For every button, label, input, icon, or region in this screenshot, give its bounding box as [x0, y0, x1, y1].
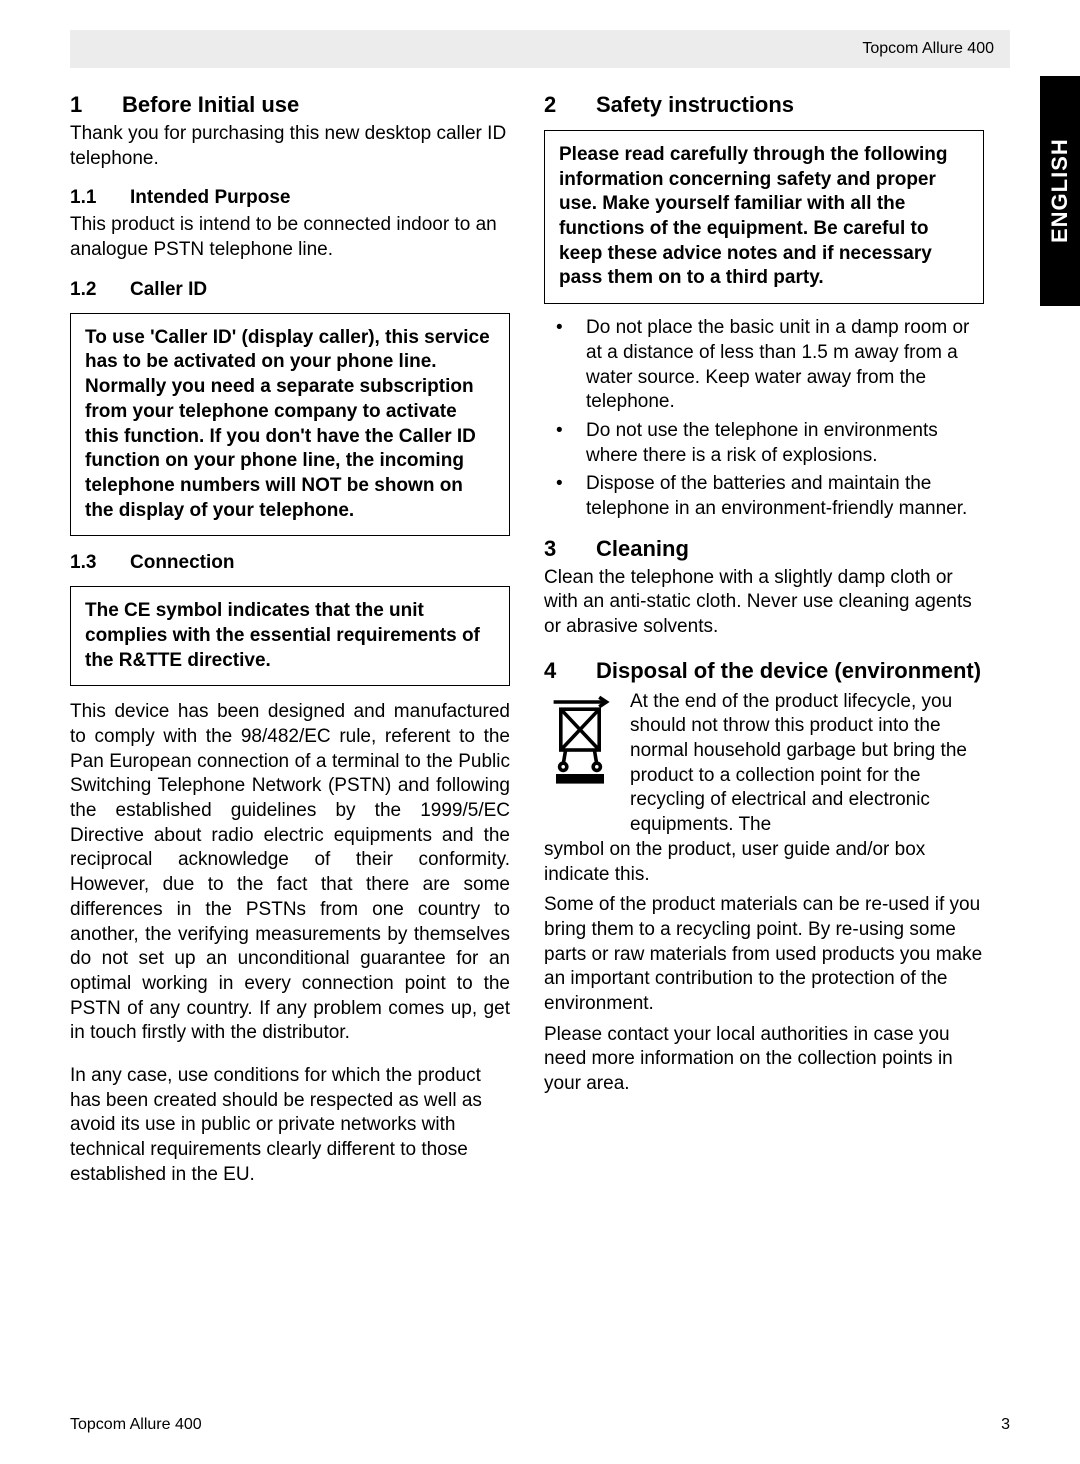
list-item: Dispose of the batteries and maintain th…: [544, 472, 984, 521]
section-1-heading: 1 Before Initial use: [70, 92, 510, 118]
section-13-title: Connection: [130, 552, 235, 574]
weee-icon: [544, 690, 616, 838]
section-4-p2: Some of the product materials can be re-…: [544, 893, 984, 1016]
page-footer: Topcom Allure 400 3: [70, 1416, 1010, 1434]
language-tab: ENGLISH: [1040, 76, 1080, 306]
section-1-number: 1: [70, 92, 122, 118]
section-12-title: Caller ID: [130, 279, 207, 301]
section-4-number: 4: [544, 658, 596, 684]
section-4-row: At the end of the product lifecycle, you…: [544, 690, 984, 838]
left-column: 1 Before Initial use Thank you for purch…: [70, 78, 510, 1193]
section-13-box: The CE symbol indicates that the unit co…: [70, 586, 510, 686]
language-tab-label: ENGLISH: [1047, 139, 1073, 244]
section-12-number: 1.2: [70, 279, 130, 301]
section-13-heading: 1.3 Connection: [70, 552, 510, 574]
section-13-p1: This device has been designed and manufa…: [70, 700, 510, 1046]
section-11-title: Intended Purpose: [130, 187, 290, 209]
section-13-number: 1.3: [70, 552, 130, 574]
page-header: Topcom Allure 400: [70, 30, 1010, 68]
header-product: Topcom Allure 400: [862, 40, 994, 58]
list-item: Do not use the telephone in environments…: [544, 419, 984, 468]
section-12-box: To use 'Caller ID' (display caller), thi…: [70, 313, 510, 537]
section-4-title: Disposal of the device (environment): [596, 658, 981, 684]
section-11-heading: 1.1 Intended Purpose: [70, 187, 510, 209]
section-4-cont: symbol on the product, user guide and/or…: [544, 838, 984, 887]
section-4-side-text: At the end of the product lifecycle, you…: [630, 690, 984, 838]
section-2-number: 2: [544, 92, 596, 118]
section-12-heading: 1.2 Caller ID: [70, 279, 510, 301]
section-4-p3: Please contact your local authorities in…: [544, 1023, 984, 1097]
list-item: Do not place the basic unit in a damp ro…: [544, 316, 984, 415]
section-4-heading: 4 Disposal of the device (environment): [544, 658, 984, 684]
section-3-title: Cleaning: [596, 536, 689, 562]
section-3-number: 3: [544, 536, 596, 562]
right-column: 2 Safety instructions Please read carefu…: [544, 78, 984, 1193]
section-11-text: This product is intend to be connected i…: [70, 213, 510, 262]
section-1-title: Before Initial use: [122, 92, 299, 118]
section-3-text: Clean the telephone with a slightly damp…: [544, 566, 984, 640]
section-2-box: Please read carefully through the follow…: [544, 130, 984, 304]
section-3-heading: 3 Cleaning: [544, 536, 984, 562]
content-columns: 1 Before Initial use Thank you for purch…: [70, 78, 1010, 1193]
section-13-p2: In any case, use conditions for which th…: [70, 1064, 510, 1187]
section-1-intro: Thank you for purchasing this new deskto…: [70, 122, 510, 171]
section-2-title: Safety instructions: [596, 92, 794, 118]
footer-left: Topcom Allure 400: [70, 1416, 202, 1434]
footer-page-number: 3: [1001, 1416, 1010, 1434]
section-11-number: 1.1: [70, 187, 130, 209]
section-2-bullets: Do not place the basic unit in a damp ro…: [544, 316, 984, 522]
section-2-heading: 2 Safety instructions: [544, 92, 984, 118]
